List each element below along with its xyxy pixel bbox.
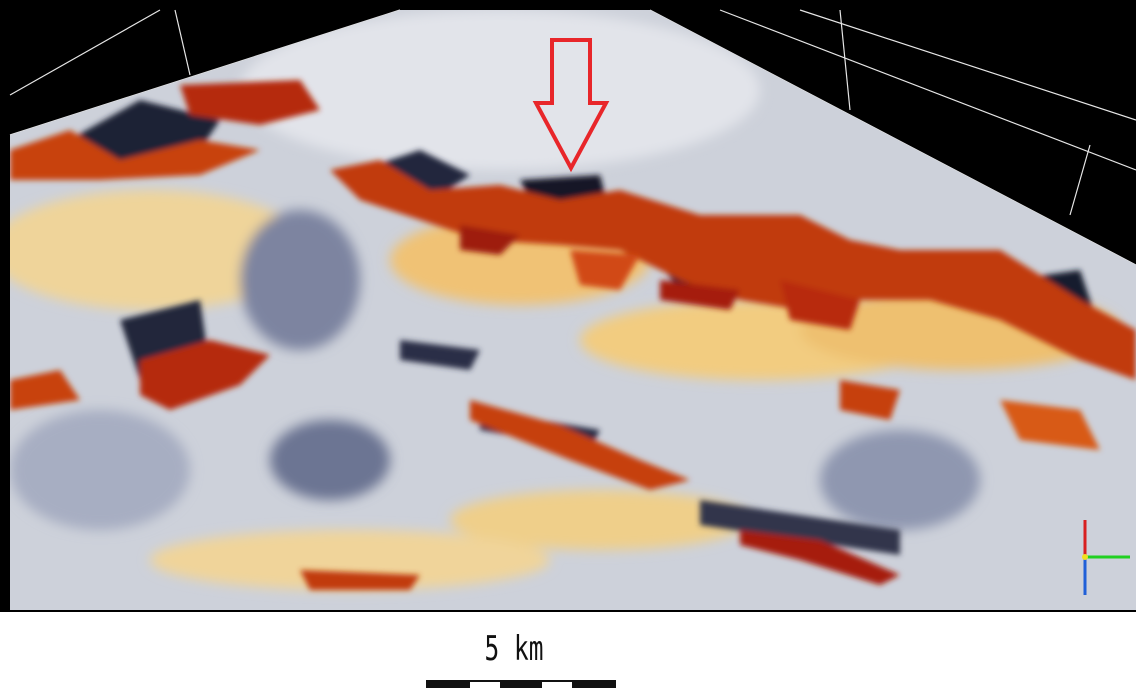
scale-bar — [426, 680, 616, 688]
annotation-arrow — [532, 38, 610, 173]
axis-triad — [1082, 520, 1130, 595]
scale-bar-label: 5 km — [485, 629, 544, 668]
